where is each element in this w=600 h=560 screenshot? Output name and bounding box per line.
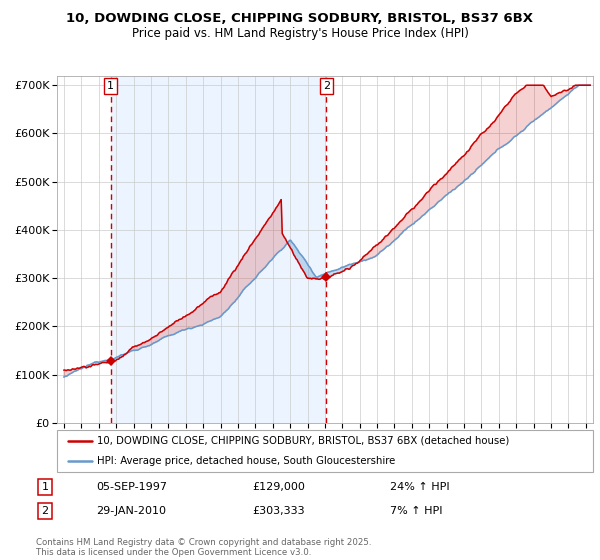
Text: 10, DOWDING CLOSE, CHIPPING SODBURY, BRISTOL, BS37 6BX (detached house): 10, DOWDING CLOSE, CHIPPING SODBURY, BRI…	[97, 436, 509, 446]
Text: 24% ↑ HPI: 24% ↑ HPI	[390, 482, 449, 492]
Text: Contains HM Land Registry data © Crown copyright and database right 2025.
This d: Contains HM Land Registry data © Crown c…	[36, 538, 371, 557]
Text: 2: 2	[323, 81, 330, 91]
Text: 2: 2	[41, 506, 49, 516]
Text: 10, DOWDING CLOSE, CHIPPING SODBURY, BRISTOL, BS37 6BX: 10, DOWDING CLOSE, CHIPPING SODBURY, BRI…	[67, 12, 533, 25]
Text: 05-SEP-1997: 05-SEP-1997	[96, 482, 167, 492]
Text: HPI: Average price, detached house, South Gloucestershire: HPI: Average price, detached house, Sout…	[97, 456, 395, 466]
Text: 7% ↑ HPI: 7% ↑ HPI	[390, 506, 443, 516]
Text: £129,000: £129,000	[252, 482, 305, 492]
Text: £303,333: £303,333	[252, 506, 305, 516]
Text: 1: 1	[41, 482, 49, 492]
Bar	[110, 76, 326, 423]
Text: Price paid vs. HM Land Registry's House Price Index (HPI): Price paid vs. HM Land Registry's House …	[131, 27, 469, 40]
FancyBboxPatch shape	[57, 430, 593, 472]
Text: 29-JAN-2010: 29-JAN-2010	[96, 506, 166, 516]
Text: 1: 1	[107, 81, 114, 91]
